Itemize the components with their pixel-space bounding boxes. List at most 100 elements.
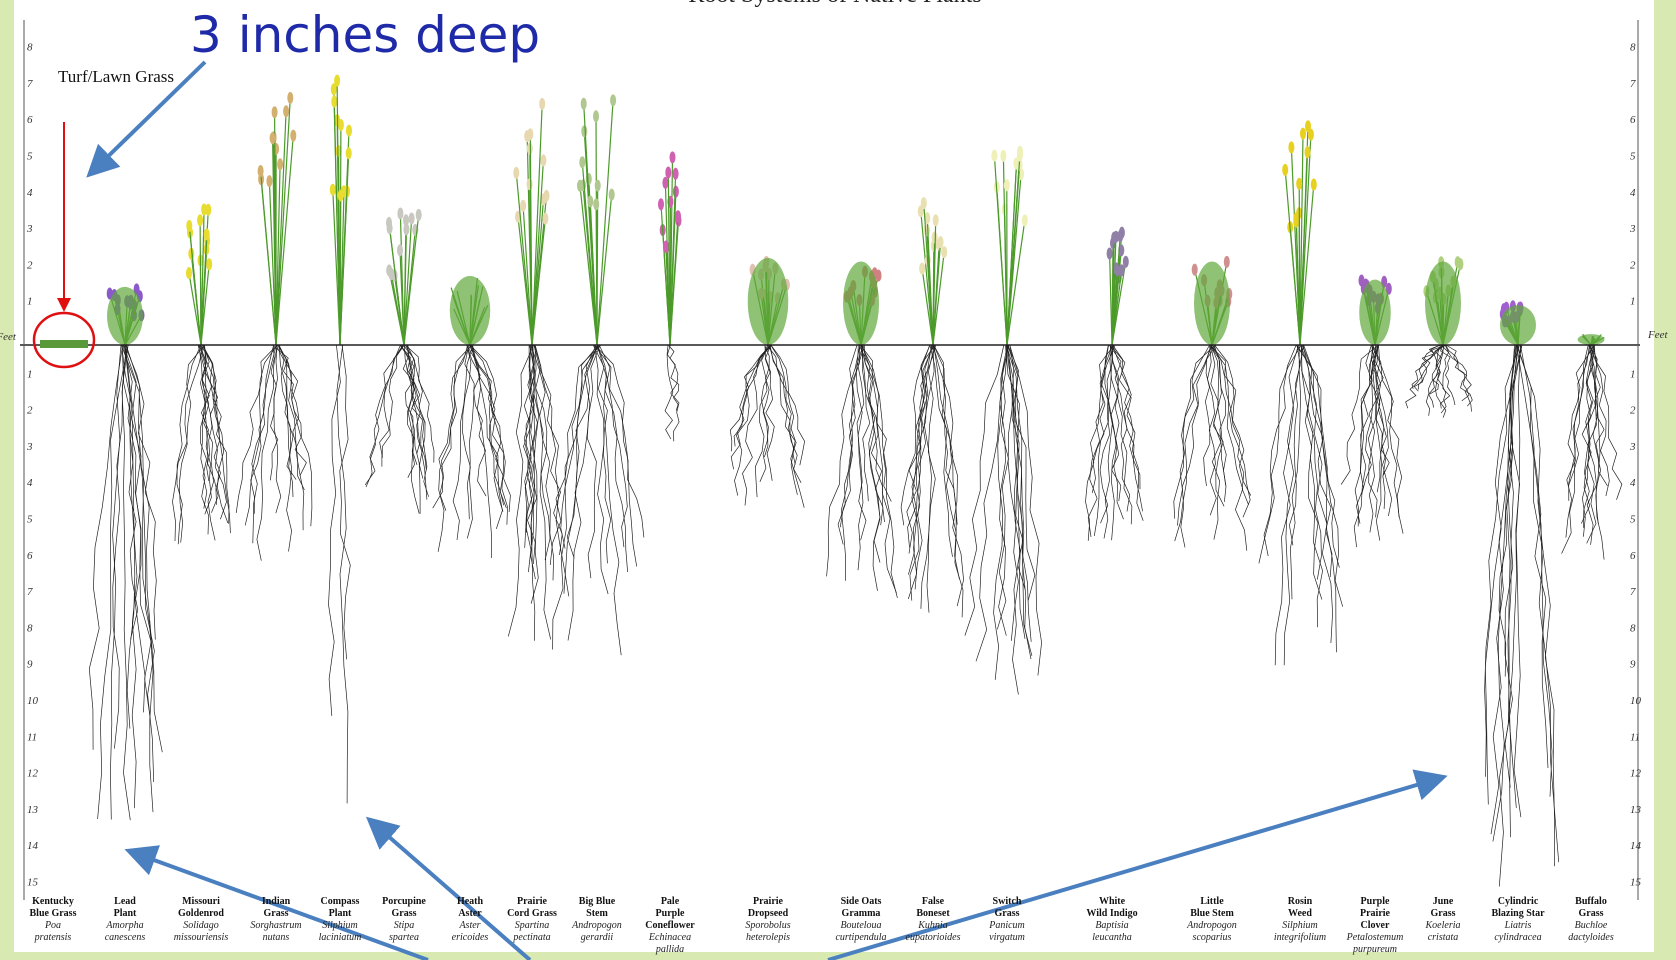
flower (197, 214, 203, 226)
plant-common-name: Porcupine (382, 896, 426, 907)
flower (609, 189, 615, 201)
plant-latin-name: integrifolium (1274, 932, 1326, 943)
page: Root Systems of Native Plants 3 inches d… (0, 0, 1676, 960)
scale-label: 10 (27, 695, 39, 707)
plant-common-name: Cord Grass (507, 908, 557, 919)
plant-common-name: Plant (329, 908, 352, 919)
plant-common-name: Buffalo (1575, 896, 1607, 907)
scale-label: 8 (1630, 622, 1636, 634)
flower (1107, 248, 1113, 260)
flower (346, 147, 352, 159)
scale-label: 7 (27, 78, 33, 90)
scale-label: 12 (1630, 768, 1642, 780)
flower (1311, 179, 1317, 191)
plant-common-name: Dropseed (748, 908, 789, 919)
flower (186, 267, 192, 279)
plant-latin-name: canescens (105, 932, 146, 943)
plant-common-name: Gramma (842, 908, 881, 919)
flower (520, 200, 526, 212)
plant-latin-name: Andropogon (1186, 920, 1237, 931)
plant-latin-name: pallida (655, 944, 684, 955)
flower (416, 209, 422, 221)
flower (663, 241, 669, 253)
flower (581, 98, 587, 110)
scale-label: 5 (1630, 151, 1636, 163)
plant-latin-name: purpureum (1352, 944, 1397, 955)
plant-latin-name: Stipa (394, 920, 415, 931)
flower (205, 204, 211, 216)
plant-common-name: Purple (1361, 896, 1390, 907)
scale-label: 5 (27, 514, 33, 526)
plant-latin-name: spartea (389, 932, 419, 943)
stem (596, 204, 597, 345)
flower (527, 178, 533, 190)
plant-latin-name: scoparius (1193, 932, 1232, 943)
plant-latin-name: eupatorioides (906, 932, 961, 943)
scale-label: 10 (1630, 695, 1642, 707)
scale-label: 3 (26, 223, 33, 235)
plant-common-name: Prairie (1360, 908, 1391, 919)
scale-label: 3 (1629, 223, 1636, 235)
scale-label: 11 (1630, 731, 1640, 743)
plant-common-name: Lead (114, 896, 136, 907)
plant-common-name: Grass (1431, 908, 1456, 919)
flower (610, 94, 616, 106)
flower (409, 213, 415, 225)
flower (1288, 141, 1294, 153)
flower (283, 105, 289, 117)
flower (540, 154, 546, 166)
scale-label: 9 (27, 659, 33, 671)
flower (658, 198, 664, 210)
plant-common-name: Wild Indigo (1086, 908, 1137, 919)
plant-latin-name: Silphium (1282, 920, 1318, 931)
scale-label: 11 (27, 731, 37, 743)
plant-common-name: White (1099, 896, 1126, 907)
flower (287, 92, 293, 104)
scale-label: 1 (1630, 368, 1636, 380)
plant-latin-name: Spartina (515, 920, 549, 931)
plant-common-name: Little (1200, 896, 1224, 907)
flower (941, 246, 947, 258)
flower (1300, 128, 1306, 140)
plant-latin-name: cylindracea (1494, 932, 1541, 943)
plant-common-name: Heath (457, 896, 484, 907)
plant-common-name: Grass (995, 908, 1020, 919)
plant-latin-name: cristata (1428, 932, 1459, 943)
plant-common-name: Grass (392, 908, 417, 919)
plant-latin-name: ericoides (452, 932, 489, 943)
scale-label: 5 (27, 151, 33, 163)
plant-latin-name: pectinata (512, 932, 550, 943)
foliage (1425, 262, 1461, 345)
flower (258, 165, 264, 177)
plant-latin-name: Poa (44, 920, 61, 931)
plant-common-name: Blazing Star (1491, 908, 1545, 919)
plant-latin-name: virgatum (989, 932, 1025, 943)
flower (539, 98, 545, 110)
plant-latin-name: Sorghastrum (250, 920, 301, 931)
flower (513, 167, 519, 179)
foliage (1359, 280, 1391, 345)
scale-label: 1 (27, 368, 33, 380)
plant-latin-name: Petalostemum (1346, 932, 1404, 943)
flower (338, 119, 344, 131)
stem (1299, 184, 1300, 345)
flower (876, 270, 882, 282)
plant-common-name: Kentucky (32, 896, 74, 907)
flower (1111, 232, 1117, 244)
plant-latin-name: Aster (458, 920, 480, 931)
flower (1117, 230, 1123, 242)
scale-label: 6 (1630, 114, 1636, 126)
scale-label: 4 (27, 477, 33, 489)
flower (665, 167, 671, 179)
flower (1119, 264, 1125, 276)
flower (673, 168, 679, 180)
flower (1017, 150, 1023, 162)
flower (527, 128, 533, 140)
plant-common-name: Coneflower (645, 920, 695, 931)
flower (581, 125, 587, 137)
scale-label: 4 (1630, 187, 1636, 199)
foliage (1194, 262, 1230, 345)
plant-latin-name: Buchloe (1575, 920, 1608, 931)
plant-common-name: False (922, 896, 945, 907)
scale-label: 1 (27, 296, 33, 308)
